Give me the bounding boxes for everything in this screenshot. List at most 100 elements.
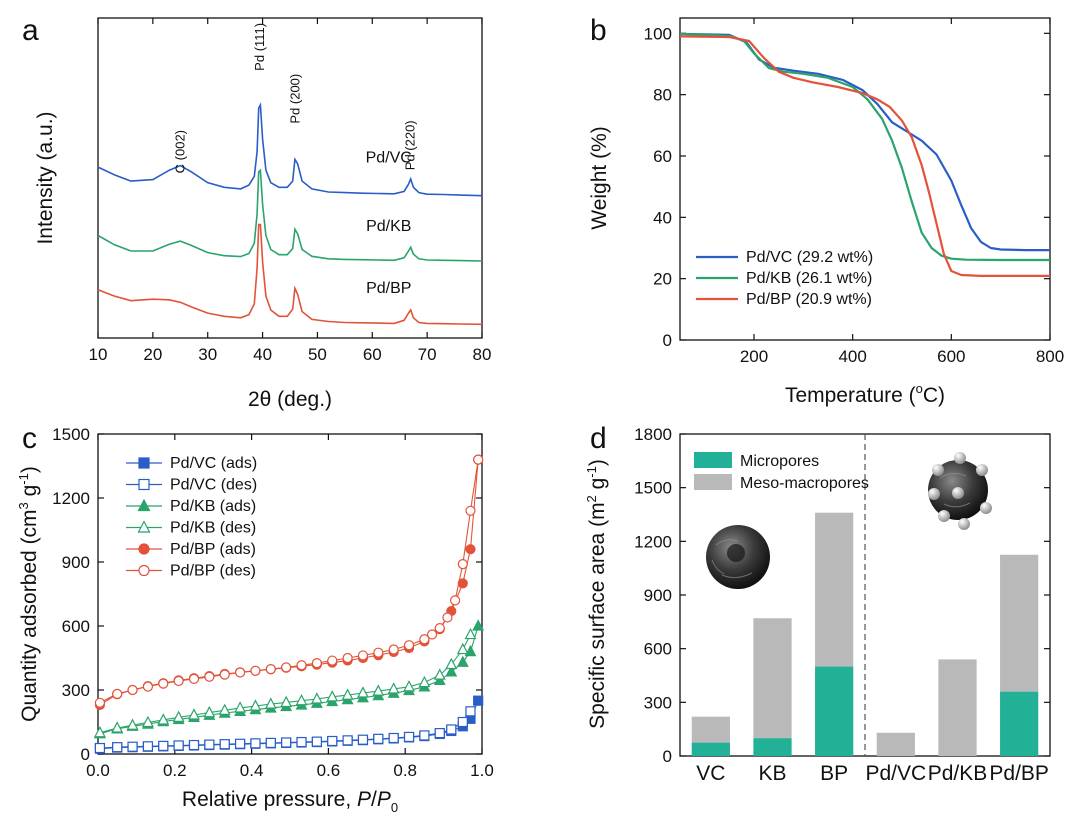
data-point [442, 612, 453, 623]
data-point [137, 498, 151, 512]
data-point [265, 663, 276, 675]
legend-swatch [694, 452, 732, 468]
xrd-curves [97, 102, 483, 326]
data-point [93, 725, 106, 738]
y-tick-label: 300 [644, 693, 672, 712]
x-category-label: Pd/BP [989, 762, 1049, 785]
isotherm-curves [93, 454, 485, 754]
y-tick-label: 40 [653, 208, 672, 227]
data-point [203, 705, 216, 718]
xrd-series-line [97, 102, 483, 197]
plot-frame-a [97, 17, 483, 339]
data-point [127, 684, 138, 696]
data-point [158, 678, 169, 689]
legend-label: Pd/KB (des) [170, 520, 256, 537]
data-point [465, 544, 476, 555]
data-point [342, 652, 353, 664]
data-point [327, 655, 338, 666]
y-tick-label: 900 [644, 586, 672, 605]
data-point [434, 623, 445, 634]
data-point [281, 662, 292, 673]
x-category-label: Pd/VC [865, 762, 926, 785]
bar-segment [753, 738, 792, 756]
y-tick-label: 0 [663, 331, 672, 350]
data-point [357, 686, 369, 698]
x-tick-label: 80 [473, 345, 492, 364]
x-tick-label: 30 [198, 345, 217, 364]
data-point [137, 520, 151, 533]
y-axis-title-c: Quantity adsorbed (cm3 g-1) [16, 466, 41, 722]
data-point [419, 634, 430, 645]
data-point [373, 733, 384, 744]
data-point [219, 739, 230, 750]
legend-b: Pd/VC (29.2 wt%) Pd/KB (26.1 wt%) Pd/BP (2… [696, 249, 873, 308]
data-point [418, 675, 431, 688]
y-tick-label: 0 [81, 745, 90, 764]
data-point [157, 713, 170, 725]
bar-segment [815, 666, 854, 756]
axis-ticks-d: 0 300 600 900 1200 1500 1800 VC KB BP Pd/VC Pd/KB Pd… [634, 425, 1050, 785]
data-point [138, 478, 150, 491]
data-point [127, 741, 138, 752]
data-point [204, 739, 215, 750]
data-point [326, 690, 339, 702]
data-point [464, 627, 477, 640]
legend-d: Micropores Meso-macropores [694, 452, 869, 492]
y-tick-label: 900 [62, 553, 90, 572]
bar-segment [691, 716, 730, 743]
data-point [310, 692, 323, 704]
plot-frame-b [679, 17, 1051, 341]
data-point [357, 650, 369, 661]
panel-label-d: d [590, 422, 607, 455]
x-axis-title-a: 2θ (deg.) [248, 388, 332, 411]
legend-label: Pd/KB (26.1 wt%) [746, 270, 872, 287]
data-point [111, 721, 124, 733]
data-point [94, 697, 106, 708]
data-point [388, 732, 399, 744]
data-point [403, 640, 415, 651]
data-point [465, 505, 476, 516]
data-point [142, 741, 154, 752]
data-point [433, 668, 446, 680]
y-tick-label: 20 [653, 270, 672, 289]
x-tick-label: 0.2 [163, 761, 187, 780]
data-point [281, 737, 292, 748]
data-point [112, 688, 123, 699]
data-point [472, 619, 485, 631]
peak-label: Pd (200) [287, 74, 302, 124]
x-tick-label: 10 [89, 345, 108, 364]
x-tick-label: 0.6 [317, 761, 341, 780]
x-tick-label: 1.0 [470, 761, 494, 780]
data-point [403, 731, 415, 743]
data-point [426, 629, 438, 640]
data-point [473, 695, 484, 706]
y-tick-label: 80 [653, 86, 672, 105]
panel-label-c: c [22, 422, 37, 455]
bar-segment [753, 618, 792, 739]
data-point [457, 578, 468, 589]
y-tick-label: 1500 [634, 479, 672, 498]
data-point [218, 703, 231, 715]
y-tick-label: 600 [644, 640, 672, 659]
data-point [188, 739, 200, 751]
peak-label: Pd (220) [403, 120, 418, 170]
legend-label: Pd/VC (29.2 wt%) [746, 249, 873, 266]
x-tick-label: 800 [1036, 347, 1064, 366]
y-tick-label: 60 [653, 147, 672, 166]
tga-series-line [679, 32, 1050, 252]
x-tick-label: 50 [308, 345, 327, 364]
data-point [138, 457, 150, 469]
panel-d: d 0 300 600 900 1200 1500 1800 VC KB BP Pd/VC Pd/KB… [584, 422, 1051, 785]
panel-b: b 200 400 600 800 0 20 40 60 80 100 Pd/VC (29.2 w… [588, 14, 1064, 407]
data-point [280, 695, 293, 708]
x-tick-label: 0.8 [393, 761, 417, 780]
legend-label: Pd/BP (des) [170, 563, 256, 580]
x-tick-label: 600 [937, 347, 965, 366]
data-point [357, 734, 369, 745]
x-tick-label: 70 [418, 345, 437, 364]
peak-label: Pd (111) [252, 23, 267, 71]
data-point [141, 715, 154, 728]
legend-label: Meso-macropores [740, 475, 869, 492]
y-tick-label: 300 [62, 681, 90, 700]
